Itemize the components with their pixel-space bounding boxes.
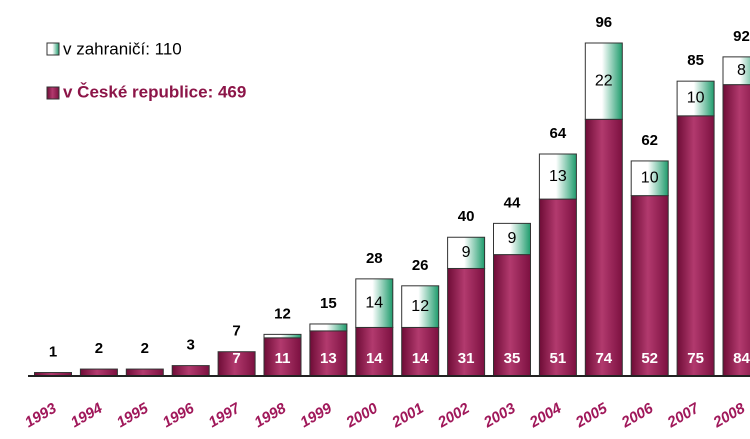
legend-label: v České republice: 469 <box>63 82 246 101</box>
value-label: 14 <box>365 294 383 311</box>
x-tick-label: 1999 <box>297 400 335 432</box>
bar-segment <box>676 80 715 117</box>
bar-segment <box>401 285 440 328</box>
legend-swatch <box>46 42 60 56</box>
bar-segment <box>355 326 394 377</box>
value-label: 14 <box>366 350 383 367</box>
x-tick-label: 1995 <box>114 400 152 432</box>
value-label: 75 <box>687 350 704 367</box>
x-tick-label: 2003 <box>480 400 519 432</box>
legend-label: v zahraničí: 110 <box>63 39 182 58</box>
bar-segment <box>538 198 577 377</box>
bar-segment <box>217 351 256 377</box>
x-tick-label: 1994 <box>68 400 106 432</box>
bar-segment <box>401 326 440 377</box>
bar-segment <box>722 84 750 377</box>
total-label: 12 <box>274 305 291 322</box>
total-label: 44 <box>504 194 521 211</box>
bar-segment <box>538 153 577 200</box>
value-label: 14 <box>412 350 429 367</box>
x-tick-label: 1993 <box>22 400 60 432</box>
bar-segment <box>79 368 118 377</box>
value-label: 7 <box>232 350 240 367</box>
value-label: 10 <box>641 170 659 187</box>
total-label: 1 <box>49 344 57 361</box>
total-label: 15 <box>320 295 337 312</box>
bar-segment <box>263 333 302 339</box>
value-label: 9 <box>508 230 517 247</box>
value-label: 22 <box>595 72 613 89</box>
x-tick-label: 2008 <box>710 400 749 432</box>
bar-segment <box>125 368 164 377</box>
value-label: 84 <box>733 350 750 367</box>
total-label: 7 <box>232 323 240 340</box>
x-tick-label: 2002 <box>434 400 473 432</box>
value-label: 12 <box>411 298 429 315</box>
x-tick-label: 2004 <box>526 400 565 432</box>
x-tick-label: 2005 <box>572 400 611 432</box>
x-tick-label: 2007 <box>664 400 703 432</box>
bar-segment <box>584 118 623 377</box>
bar-segment <box>171 365 210 377</box>
total-label: 2 <box>141 340 149 357</box>
legend-swatch <box>46 86 60 100</box>
total-label: 28 <box>366 250 383 267</box>
x-tick-label: 1998 <box>252 400 290 432</box>
value-label: 9 <box>462 244 471 261</box>
value-label: 11 <box>275 350 291 367</box>
x-tick-label: 2001 <box>388 400 426 432</box>
value-label: 51 <box>550 350 567 367</box>
bar-segment <box>309 330 348 377</box>
value-label: 35 <box>504 350 521 367</box>
bar-segment <box>584 42 623 120</box>
value-label: 8 <box>737 62 746 79</box>
value-label: 13 <box>549 168 567 185</box>
bar-segment <box>447 267 486 377</box>
value-label: 52 <box>641 350 658 367</box>
total-label: 2 <box>95 340 103 357</box>
bar-segment <box>355 278 394 328</box>
value-label: 31 <box>458 350 475 367</box>
value-label: 10 <box>687 90 705 107</box>
total-label: 96 <box>595 14 612 31</box>
total-label: 26 <box>412 257 429 274</box>
total-label: 92 <box>733 28 750 45</box>
total-label: 62 <box>641 132 658 149</box>
bar-segment <box>309 323 348 332</box>
bar-segment <box>630 160 669 197</box>
value-label: 13 <box>320 350 337 367</box>
bar-segment <box>447 236 486 269</box>
bar-segment <box>676 115 715 377</box>
total-label: 64 <box>550 125 567 142</box>
x-tick-label: 1996 <box>160 400 198 432</box>
total-label: 3 <box>187 337 195 354</box>
bar-segment <box>493 222 531 256</box>
total-label: 40 <box>458 208 475 225</box>
total-label: 85 <box>687 52 704 69</box>
value-label: 74 <box>595 350 612 367</box>
bar-segment <box>630 195 669 377</box>
x-tick-label: 2000 <box>342 400 381 432</box>
x-tick-label: 2006 <box>618 400 657 432</box>
x-tick-label: 1997 <box>206 400 244 432</box>
bar-segment <box>722 56 750 86</box>
